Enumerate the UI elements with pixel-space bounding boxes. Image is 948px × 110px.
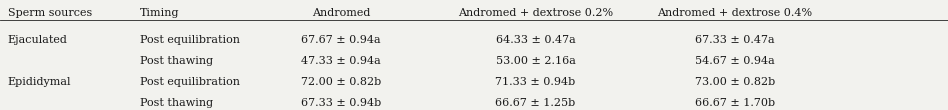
Text: Andromed + dextrose 0.2%: Andromed + dextrose 0.2% [458, 8, 613, 18]
Text: Timing: Timing [140, 8, 180, 18]
Text: 73.00 ± 0.82b: 73.00 ± 0.82b [695, 77, 775, 87]
Text: 67.67 ± 0.94a: 67.67 ± 0.94a [301, 35, 381, 45]
Text: 66.67 ± 1.70b: 66.67 ± 1.70b [695, 98, 775, 108]
Text: Post thawing: Post thawing [140, 98, 213, 108]
Text: 66.67 ± 1.25b: 66.67 ± 1.25b [496, 98, 575, 108]
Text: Andromed: Andromed [312, 8, 371, 18]
Text: Sperm sources: Sperm sources [8, 8, 92, 18]
Text: Epididymal: Epididymal [8, 77, 71, 87]
Text: Post equilibration: Post equilibration [140, 35, 240, 45]
Text: 71.33 ± 0.94b: 71.33 ± 0.94b [496, 77, 575, 87]
Text: Andromed + dextrose 0.4%: Andromed + dextrose 0.4% [657, 8, 812, 18]
Text: 64.33 ± 0.47a: 64.33 ± 0.47a [496, 35, 575, 45]
Text: Post thawing: Post thawing [140, 56, 213, 66]
Text: Ejaculated: Ejaculated [8, 35, 67, 45]
Text: 67.33 ± 0.94b: 67.33 ± 0.94b [301, 98, 381, 108]
Text: 54.67 ± 0.94a: 54.67 ± 0.94a [695, 56, 775, 66]
Text: Post equilibration: Post equilibration [140, 77, 240, 87]
Text: 72.00 ± 0.82b: 72.00 ± 0.82b [301, 77, 381, 87]
Text: 47.33 ± 0.94a: 47.33 ± 0.94a [301, 56, 381, 66]
Text: 53.00 ± 2.16a: 53.00 ± 2.16a [496, 56, 575, 66]
Text: 67.33 ± 0.47a: 67.33 ± 0.47a [695, 35, 775, 45]
